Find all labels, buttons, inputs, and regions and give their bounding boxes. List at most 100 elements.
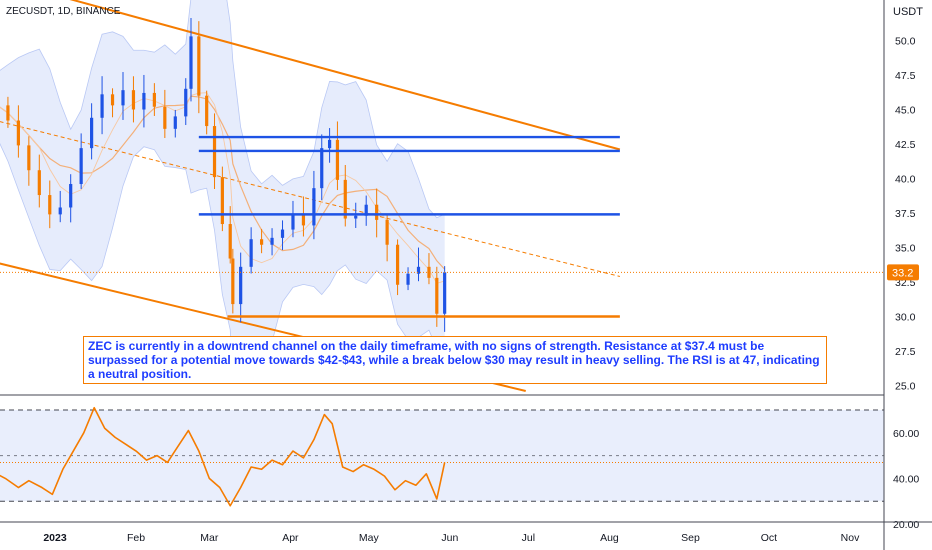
candle-body [301, 214, 306, 226]
candle-body [312, 188, 316, 226]
candle-body [37, 170, 41, 196]
price-tick-label: 40.0 [895, 174, 916, 186]
candle-body [228, 224, 232, 259]
price-tick-label: 50.0 [895, 36, 916, 48]
candle [142, 74, 146, 128]
candle [37, 154, 41, 208]
candle-body [110, 94, 115, 106]
candle-body [131, 90, 136, 110]
candle-body [6, 105, 10, 121]
price-tick-label: 30.0 [895, 312, 916, 324]
candle-body [173, 116, 177, 129]
candle [58, 190, 62, 223]
rsi-tick-label: 60.00 [893, 428, 919, 440]
price-tick-label: 45.0 [895, 105, 916, 117]
candle-body [327, 139, 332, 149]
candle-body [184, 88, 188, 117]
candle-body [364, 204, 368, 216]
candle-body [385, 219, 389, 245]
candle-body [354, 215, 358, 219]
time-tick-label: Aug [600, 532, 619, 544]
candle-body [427, 266, 431, 278]
time-tick-label: Nov [841, 532, 860, 544]
candle [327, 128, 332, 163]
channel-upper-line [69, 0, 621, 151]
candle [152, 83, 156, 116]
bollinger-upper [0, 0, 445, 219]
candle-body [270, 237, 274, 245]
candle-body [152, 92, 156, 107]
candle-body [435, 277, 439, 314]
candle-body [79, 148, 83, 185]
last-price-label: 33.2 [892, 267, 913, 279]
candle-body [27, 145, 31, 171]
price-tick-label: 37.5 [895, 208, 916, 220]
candle [231, 248, 235, 314]
candle [406, 267, 410, 291]
candle-body [121, 90, 125, 106]
candle [343, 164, 347, 227]
channel-midline [0, 121, 620, 277]
candle-body [220, 177, 224, 225]
candle [197, 21, 201, 114]
candle-body [58, 207, 62, 215]
price-tick-label: 27.5 [895, 346, 916, 358]
rsi-pane [0, 406, 884, 507]
candle [312, 170, 316, 240]
candle [427, 253, 431, 285]
candle [110, 88, 115, 118]
candle [335, 121, 340, 191]
candle-body [291, 214, 295, 230]
bollinger-lower [0, 143, 445, 377]
candle [189, 17, 193, 102]
analysis-annotation: ZEC is currently in a downtrend channel … [83, 336, 827, 384]
candle [320, 134, 324, 201]
candle-body [205, 95, 209, 127]
symbol-label: ZECUSDT, 1D, BINANCE [6, 6, 121, 17]
time-tick-label: Jun [441, 532, 458, 544]
candle [27, 136, 31, 186]
candle [184, 78, 188, 126]
price-tick-label: 47.5 [895, 70, 916, 82]
candle [90, 103, 94, 160]
moving-averages [0, 92, 446, 284]
candle [270, 228, 274, 256]
candle-body [320, 148, 324, 189]
candle [121, 72, 125, 120]
last-price-tag [887, 264, 919, 281]
moving-average-fast [0, 92, 445, 284]
candle [48, 180, 52, 229]
candle [16, 105, 20, 158]
candle [100, 76, 104, 135]
horizontal-levels [0, 135, 884, 318]
time-tick-label: Sep [681, 532, 700, 544]
candle-body [16, 120, 20, 146]
moving-average-slow [0, 95, 446, 270]
rsi-line [0, 406, 446, 507]
time-tick-label: Apr [282, 532, 299, 544]
candle-body [163, 106, 167, 129]
time-tick-label: May [359, 532, 380, 544]
candle [280, 220, 285, 251]
candle-body [197, 36, 201, 96]
candle [220, 166, 224, 232]
candle-body [375, 204, 379, 220]
candle-body [343, 179, 347, 219]
candle [364, 195, 368, 226]
candle-body [335, 139, 340, 180]
candlestick-series [6, 17, 447, 332]
time-tick-label: Oct [761, 532, 777, 544]
time-tick-label: Jul [522, 532, 535, 544]
candle [291, 200, 295, 238]
candle [416, 247, 421, 282]
time-tick-label: Mar [200, 532, 219, 544]
candle [228, 206, 232, 264]
candle-body [249, 239, 253, 267]
candle [249, 227, 253, 274]
candle [131, 76, 136, 123]
candle-body [69, 184, 73, 208]
candle [69, 174, 73, 223]
candle [443, 266, 447, 332]
